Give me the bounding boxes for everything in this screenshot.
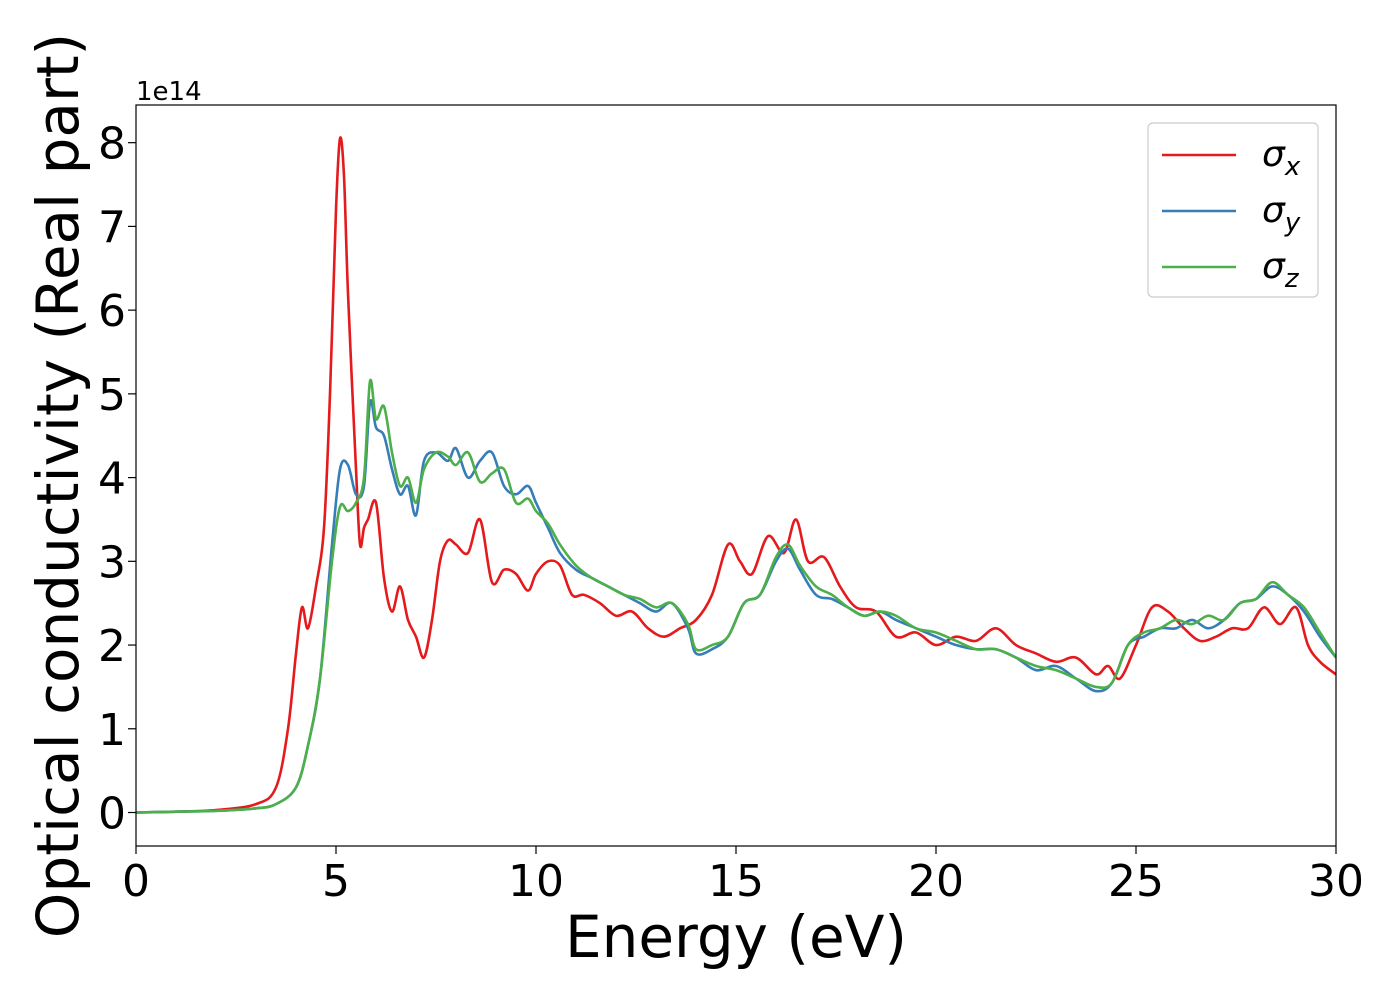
series-line-σ-z [136,378,1336,814]
y-tick-label: 6 [98,286,126,337]
y-axis-label: Optical conductivity (Real part) [24,33,92,938]
y-offset-label: 1e14 [136,77,202,107]
x-tick-label: 0 [122,856,150,907]
y-tick-label: 8 [98,119,126,170]
series-layer [136,136,1336,814]
y-tick-label: 0 [98,789,126,840]
x-tick-label: 15 [708,856,764,907]
y-tick-label: 7 [98,202,126,253]
y-tick-label: 4 [98,454,126,505]
y-axis: 0 1 2 3 4 5 6 7 8 [98,119,136,840]
x-axis: 0 5 10 15 20 25 30 [122,846,1364,907]
y-tick-label: 3 [98,537,126,588]
x-tick-label: 30 [1308,856,1364,907]
x-axis-label: Energy (eV) [565,903,907,971]
y-tick-label: 5 [98,370,126,421]
x-tick-label: 20 [908,856,964,907]
y-tick-label: 2 [98,621,126,672]
y-tick-label: 1 [98,705,126,756]
series-line-σ-x [136,136,1336,814]
x-tick-label: 5 [322,856,350,907]
x-tick-label: 10 [508,856,564,907]
x-tick-label: 25 [1108,856,1164,907]
